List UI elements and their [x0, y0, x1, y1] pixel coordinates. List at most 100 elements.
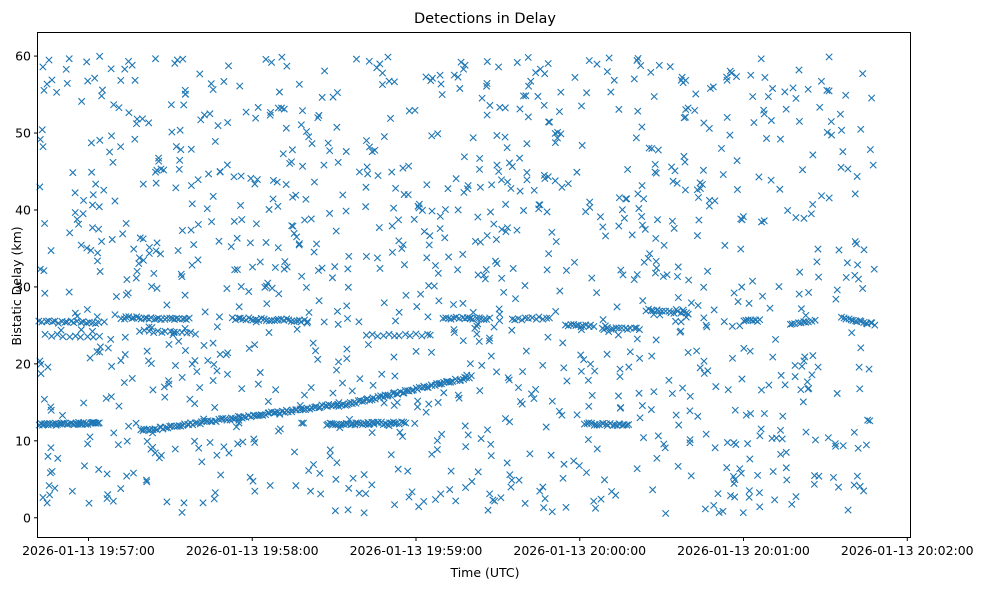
data-point	[684, 310, 692, 318]
data-point	[691, 106, 699, 115]
data-point	[123, 437, 131, 445]
data-point	[626, 348, 634, 356]
data-point	[311, 347, 320, 355]
data-point	[305, 133, 313, 141]
data-point	[149, 386, 157, 394]
data-point	[654, 432, 662, 440]
data-point	[273, 178, 281, 186]
data-point	[705, 202, 713, 210]
data-point	[181, 346, 190, 355]
data-point	[516, 105, 524, 113]
data-point	[292, 482, 300, 490]
data-point	[607, 88, 615, 96]
data-point	[47, 403, 55, 411]
data-point	[474, 468, 482, 476]
data-point	[545, 118, 554, 126]
data-point	[196, 420, 204, 428]
data-point	[652, 234, 660, 243]
data-point	[717, 144, 726, 153]
data-point	[723, 113, 731, 122]
data-point	[482, 265, 490, 274]
data-point	[732, 73, 741, 81]
data-point	[540, 504, 548, 512]
data-point	[114, 441, 122, 449]
data-point	[200, 111, 208, 119]
data-point	[270, 316, 279, 325]
data-point	[622, 195, 630, 203]
data-point	[461, 422, 469, 430]
data-point	[513, 226, 521, 234]
data-point	[398, 244, 406, 253]
data-point	[378, 69, 387, 77]
data-point	[476, 183, 484, 191]
data-point	[350, 398, 358, 406]
data-point	[122, 219, 130, 227]
data-point	[502, 228, 510, 236]
data-point	[233, 265, 241, 274]
data-point	[148, 282, 156, 291]
data-point	[395, 308, 403, 316]
data-point	[188, 261, 196, 269]
data-point	[342, 147, 350, 156]
data-point	[640, 195, 648, 203]
data-point	[355, 489, 363, 497]
data-point	[45, 481, 53, 490]
data-point	[543, 314, 551, 322]
data-point	[615, 324, 623, 332]
data-point	[456, 84, 464, 93]
data-point	[837, 313, 846, 321]
data-point	[756, 432, 764, 440]
data-point	[766, 304, 774, 312]
data-point	[262, 238, 270, 247]
data-point	[428, 207, 436, 215]
data-point	[633, 465, 641, 473]
data-point	[115, 104, 123, 112]
data-point	[326, 147, 334, 155]
data-point	[328, 274, 337, 282]
data-point	[235, 303, 243, 311]
data-point	[673, 179, 681, 187]
data-point	[390, 501, 399, 509]
data-point	[699, 166, 708, 174]
data-point	[94, 419, 102, 427]
data-point	[314, 266, 323, 275]
data-point	[842, 273, 850, 282]
data-point	[58, 411, 67, 419]
data-point	[844, 506, 852, 514]
data-point	[89, 418, 98, 426]
data-point	[431, 261, 440, 270]
data-point	[53, 88, 61, 96]
data-point	[385, 330, 393, 338]
data-point	[406, 332, 414, 340]
data-point	[399, 164, 407, 172]
data-point	[647, 306, 656, 314]
data-point	[618, 206, 626, 214]
data-point	[757, 55, 765, 63]
data-point	[586, 360, 595, 368]
data-point	[799, 398, 807, 406]
data-point	[41, 330, 49, 338]
data-point	[768, 84, 777, 93]
data-point	[464, 182, 472, 190]
data-point	[580, 420, 589, 428]
data-point	[467, 372, 475, 380]
data-point	[498, 274, 506, 282]
data-point	[343, 345, 351, 353]
data-point	[783, 476, 791, 484]
data-point	[378, 370, 386, 378]
data-point	[415, 200, 423, 208]
data-point	[115, 402, 123, 410]
data-point	[703, 323, 711, 331]
data-point	[424, 313, 432, 321]
data-point	[163, 301, 171, 309]
data-point	[746, 410, 755, 418]
data-point	[156, 250, 165, 258]
data-point	[603, 324, 612, 332]
data-point	[425, 400, 433, 408]
data-point	[477, 435, 485, 443]
data-point	[670, 309, 678, 317]
data-point	[286, 159, 294, 168]
data-point	[462, 374, 471, 382]
data-point	[166, 314, 174, 322]
data-point	[139, 256, 148, 264]
